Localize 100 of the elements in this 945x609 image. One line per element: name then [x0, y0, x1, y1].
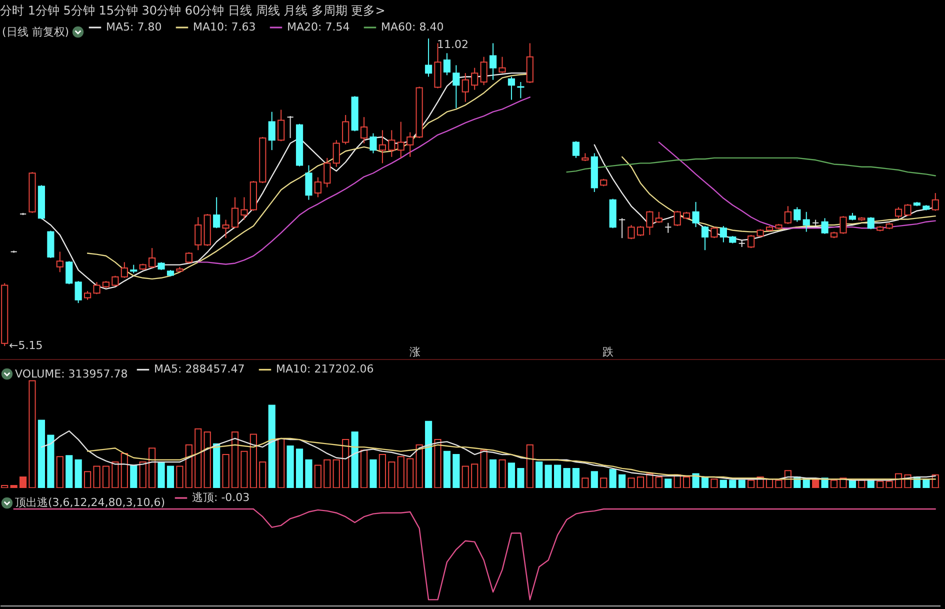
candlestick — [424, 38, 432, 78]
candlestick — [452, 64, 460, 109]
bar — [563, 468, 570, 488]
legend-label: 逃顶: -0.03 — [192, 491, 250, 504]
bar — [452, 454, 460, 488]
candlestick — [462, 72, 469, 102]
legend-title: 顶出逃(3,6,12,24,80,3,10,6) — [15, 496, 166, 509]
bar — [572, 468, 580, 488]
candlestick — [66, 260, 73, 285]
candlestick — [314, 176, 322, 198]
candlestick — [674, 210, 681, 227]
legend-title: (日线 前复权) — [2, 26, 70, 38]
bar — [554, 464, 562, 488]
legend-label: MA10: 7.63 — [193, 20, 256, 34]
bar — [443, 450, 450, 488]
bar — [10, 485, 18, 488]
candlestick — [93, 282, 100, 295]
candlestick — [655, 211, 662, 224]
bar — [544, 464, 552, 488]
bar — [66, 455, 73, 488]
bar — [286, 445, 294, 488]
candlestick — [360, 116, 368, 144]
bar — [812, 478, 820, 488]
candlestick — [932, 192, 939, 212]
candlestick — [748, 234, 755, 249]
candlestick — [194, 216, 202, 251]
annotation: ←5.15 — [9, 339, 43, 352]
candlestick — [692, 201, 700, 228]
bar — [158, 462, 165, 488]
legend-label: MA20: 7.54 — [287, 20, 350, 34]
bar — [296, 448, 304, 488]
candlestick — [490, 42, 497, 80]
candlestick — [148, 248, 156, 268]
bar — [692, 473, 700, 488]
legend-label: MA10: 217202.06 — [276, 362, 374, 376]
bar — [508, 462, 516, 488]
bar — [701, 476, 709, 488]
candlestick — [572, 140, 580, 158]
bar — [517, 468, 524, 488]
candlestick — [222, 219, 230, 239]
candlestick — [701, 226, 709, 251]
bar — [609, 469, 616, 488]
candlestick — [646, 210, 654, 236]
bar — [351, 432, 358, 488]
candlestick — [508, 76, 516, 100]
candlestick — [305, 164, 312, 200]
candlestick — [397, 121, 404, 158]
candlestick — [286, 116, 294, 139]
candlestick — [278, 109, 285, 142]
candlestick — [443, 52, 450, 76]
legend-label: MA5: 288457.47 — [154, 362, 245, 376]
bar — [38, 420, 46, 488]
candlestick — [664, 222, 672, 234]
candlestick — [480, 56, 488, 86]
annotation: 11.02 — [437, 38, 468, 51]
bar — [536, 462, 543, 488]
bar — [664, 478, 672, 488]
bar — [370, 459, 377, 488]
bar — [268, 404, 276, 488]
bar — [74, 459, 82, 488]
candlestick — [56, 251, 64, 273]
candlestick — [332, 140, 340, 168]
candlestick — [636, 226, 644, 236]
legend-title: VOLUME: 313957.78 — [15, 368, 128, 381]
candlestick — [388, 130, 396, 158]
bar — [20, 476, 27, 488]
candlestick — [370, 132, 377, 154]
candlestick — [894, 206, 902, 219]
candlestick — [710, 226, 718, 239]
candlestick — [498, 56, 506, 74]
bar — [590, 471, 598, 488]
bar — [490, 459, 497, 488]
candlestick — [840, 216, 847, 234]
candlestick — [213, 196, 220, 229]
bar — [166, 466, 174, 488]
candlestick — [120, 262, 128, 278]
candlestick — [904, 204, 912, 217]
bar — [729, 480, 736, 488]
legend-label: MA60: 8.40 — [381, 20, 444, 34]
bar — [720, 480, 727, 488]
candlestick — [406, 132, 414, 158]
candlestick — [268, 111, 276, 151]
candlestick — [342, 114, 350, 145]
candlestick — [802, 211, 810, 232]
annotation: 涨 — [410, 346, 420, 358]
candlestick — [231, 196, 239, 229]
candlestick — [471, 67, 478, 90]
candlestick — [628, 224, 635, 240]
bar — [424, 420, 432, 488]
candlestick — [378, 130, 386, 164]
candlestick — [867, 216, 874, 230]
bar — [922, 478, 930, 488]
legend-label: MA5: 7.80 — [106, 20, 162, 34]
bar — [738, 480, 746, 488]
bar — [305, 459, 312, 488]
bar — [213, 443, 220, 488]
candlestick — [112, 275, 119, 287]
candlestick — [240, 196, 248, 220]
bar — [618, 474, 626, 488]
candlestick — [720, 226, 727, 243]
